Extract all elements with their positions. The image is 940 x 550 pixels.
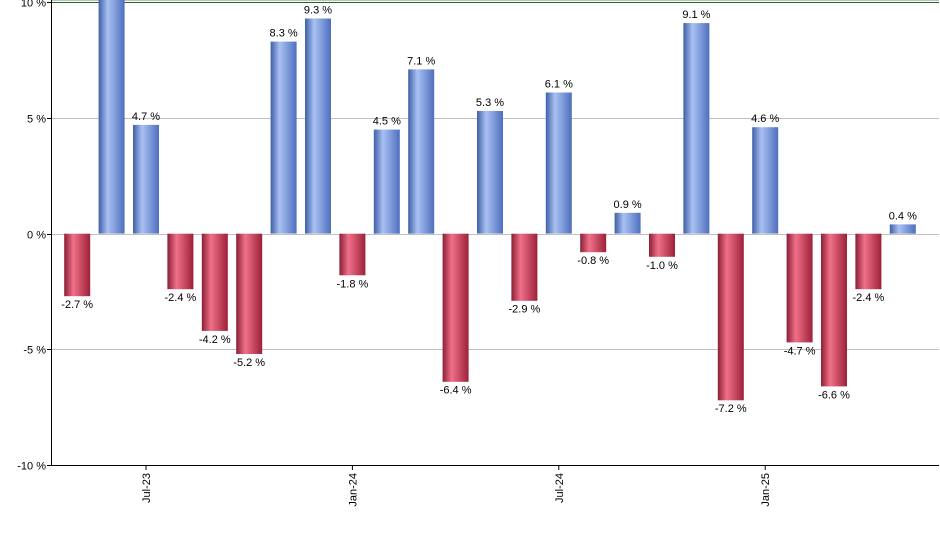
data-label: 4.7 % (132, 111, 160, 123)
data-label: -2.4 % (165, 292, 197, 304)
bar (201, 233, 228, 331)
data-label: -6.4 % (440, 385, 472, 397)
data-label: 9.1 % (682, 9, 710, 21)
data-label: 6.1 % (545, 79, 573, 91)
bar (339, 233, 366, 276)
data-label: -2.4 % (853, 292, 885, 304)
bar (889, 224, 916, 234)
bar (477, 111, 503, 234)
x-tick-label: Jul-23 (141, 473, 153, 503)
bar (236, 233, 263, 354)
bar (649, 233, 675, 257)
x-tick-label: Jan-24 (347, 473, 359, 507)
data-label: 5.3 % (476, 97, 504, 109)
data-label: 9.3 % (304, 5, 332, 17)
data-label: -1.8 % (337, 278, 369, 290)
y-tick-label: -5 % (23, 345, 46, 357)
bar (683, 23, 710, 234)
data-label: 8.3 % (270, 28, 298, 40)
data-label: -2.9 % (509, 304, 541, 316)
bar (717, 233, 744, 401)
axes: 10 % 5 % 0 % -5 % -10 % Jul-23 Jan-24 Jul-24 Jan… (17, 0, 939, 507)
bar (786, 233, 813, 343)
bar (167, 233, 194, 290)
bar (305, 18, 331, 234)
data-labels: -2.7 %11.4 %4.7 %-2.4 %-4.2 %-5.2 %8.3 %… (61, 5, 917, 416)
data-label: -4.7 % (784, 345, 816, 357)
y-tick-label: -10 % (17, 461, 46, 473)
y-tick-label: 5 % (27, 114, 46, 126)
bar (545, 92, 572, 234)
data-label: 0.4 % (889, 210, 917, 222)
bar (511, 233, 538, 301)
bar (442, 233, 469, 382)
x-tick-label: Jan-25 (760, 473, 772, 507)
bar (270, 41, 297, 234)
data-label: -2.7 % (61, 299, 93, 311)
bar (614, 212, 641, 234)
bar (98, 0, 125, 234)
data-label: -1.0 % (646, 260, 678, 272)
data-label: 0.9 % (614, 199, 642, 211)
data-label: -7.2 % (715, 403, 747, 415)
bar (821, 233, 847, 387)
bar (373, 129, 400, 234)
bar (752, 127, 779, 234)
data-label: 4.6 % (751, 113, 779, 125)
bar (64, 233, 91, 297)
data-label: -5.2 % (233, 357, 265, 369)
bar (133, 124, 159, 234)
x-tick-label: Jul-24 (554, 473, 566, 503)
data-label: 4.5 % (373, 116, 401, 128)
data-label: -4.2 % (199, 334, 231, 346)
bar (408, 69, 435, 234)
data-label: 7.1 % (407, 55, 435, 67)
bar (855, 233, 882, 290)
bar (580, 233, 607, 253)
y-tick-label: 0 % (27, 230, 46, 242)
y-tick-label: 10 % (21, 0, 46, 10)
data-label: -0.8 % (577, 255, 609, 267)
bars (64, 0, 916, 401)
data-label: -6.6 % (818, 389, 850, 401)
